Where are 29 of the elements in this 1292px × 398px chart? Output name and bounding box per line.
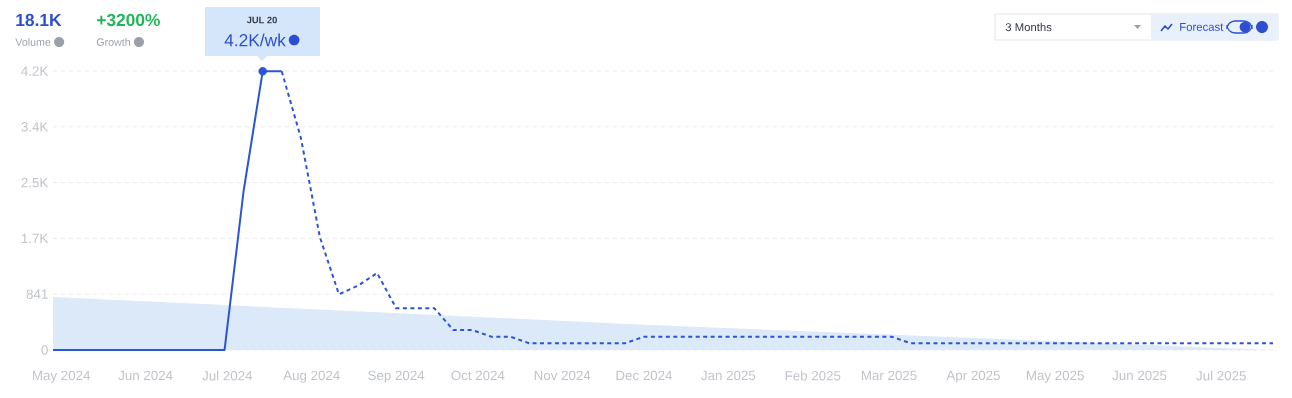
text: 18.1K	[16, 13, 62, 27]
x-tick-label: Jul 2024	[202, 370, 253, 381]
text: JUL 20	[246, 16, 277, 24]
x-tick-label: Jun 2024	[118, 370, 173, 381]
x-tick-label: Dec 2024	[616, 370, 673, 381]
text: 3 Months	[1005, 22, 1052, 32]
x-tick-label: Feb 2025	[785, 370, 841, 381]
text: +3200%	[97, 13, 160, 27]
text: 4.2K/wk	[224, 33, 286, 47]
text: Forecast	[1180, 23, 1224, 31]
x-tick-label: Jan 2025	[701, 370, 756, 381]
y-tick-label: 3.4K	[21, 122, 49, 132]
x-tick-label: Nov 2024	[534, 370, 591, 381]
x-tick-label: May 2025	[1026, 370, 1084, 383]
x-tick-label: Aug 2024	[283, 370, 340, 383]
y-tick-label: 2.5K	[21, 177, 49, 188]
x-tick-label: Mar 2025	[861, 370, 917, 381]
x-tick-label: Apr 2025	[946, 370, 1000, 383]
y-tick-label: 841	[26, 289, 48, 299]
x-tick-label: Jun 2025	[1112, 370, 1167, 381]
x-tick-label: Sep 2024	[368, 370, 425, 383]
x-tick-label: Jul 2025	[1196, 370, 1246, 381]
x-tick-label: Oct 2024	[451, 370, 505, 381]
y-tick-label: 4.2K	[21, 66, 49, 76]
y-tick-label: 0	[41, 345, 48, 355]
text: Volume	[15, 38, 51, 46]
text: Growth	[96, 38, 130, 46]
y-tick-label: 1.7K	[21, 233, 49, 243]
x-tick-label: May 2024	[32, 370, 91, 383]
